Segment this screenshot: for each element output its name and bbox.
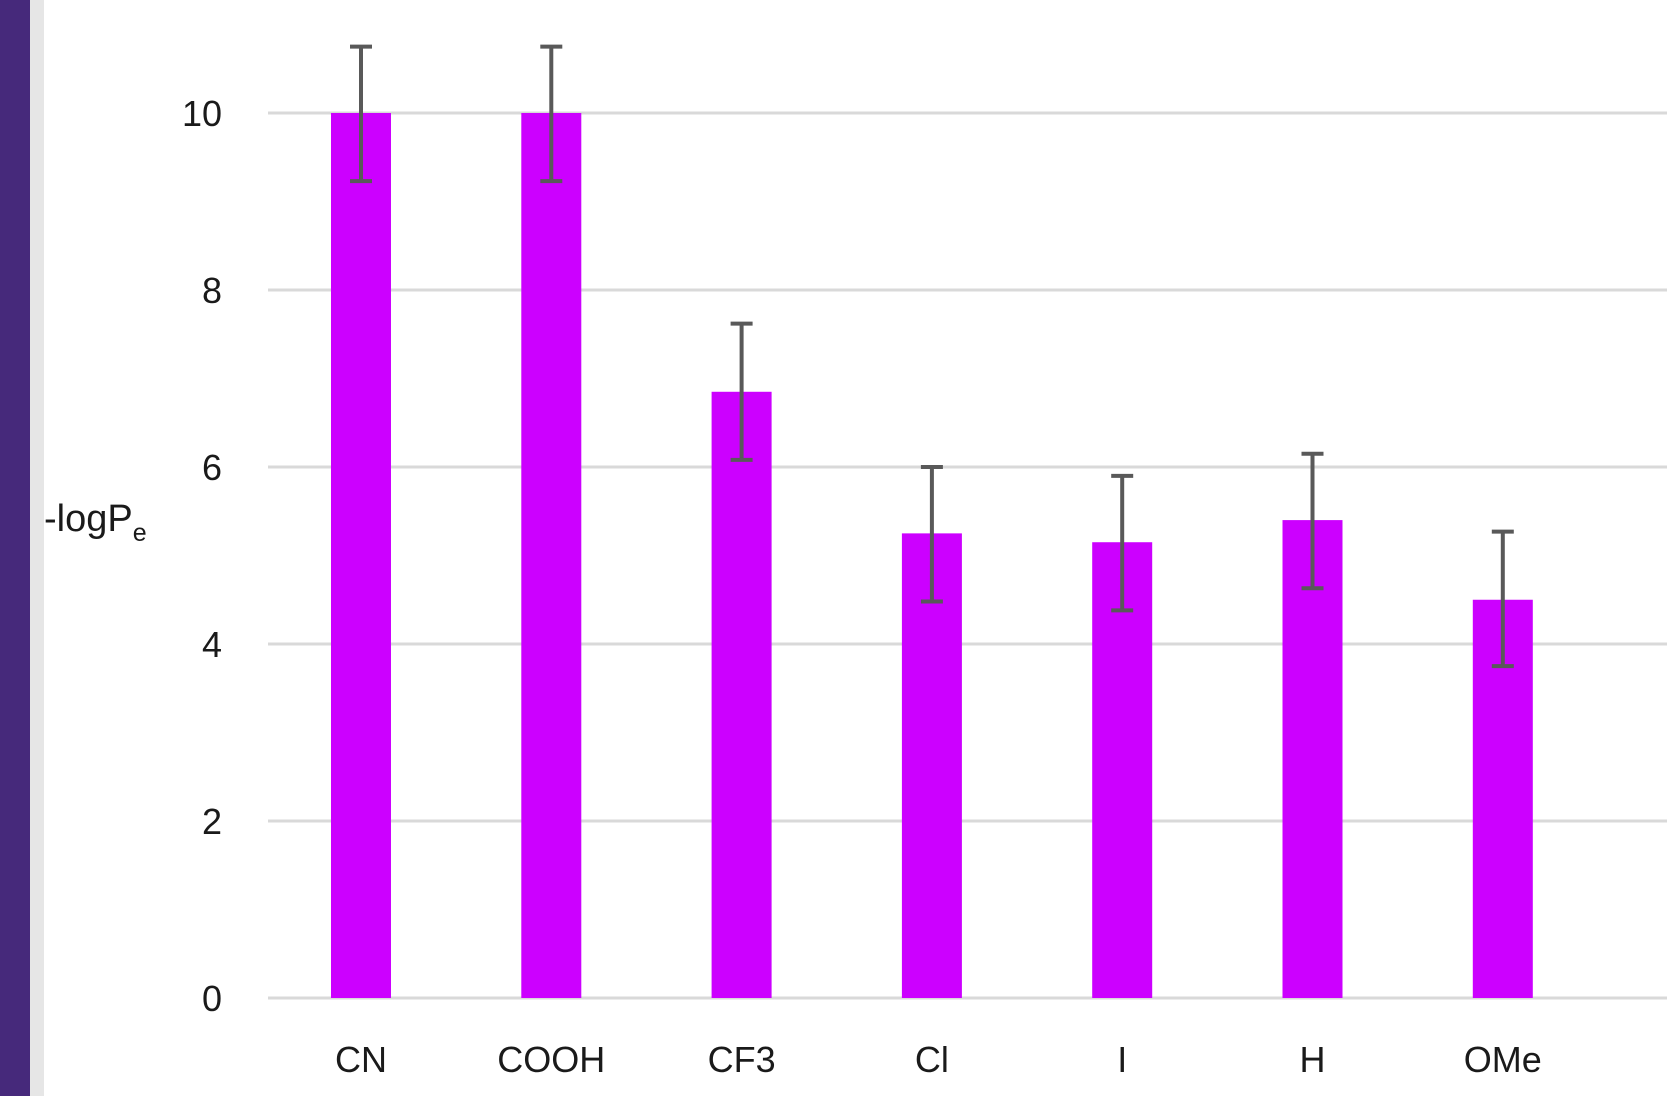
- left-border-gap: [30, 0, 44, 1096]
- bar-h: [1282, 520, 1343, 998]
- y-tick-label: 8: [202, 270, 222, 311]
- x-category-label: I: [1117, 1039, 1127, 1080]
- error-bar-cl: [920, 465, 943, 604]
- x-category-label: OMe: [1464, 1039, 1542, 1080]
- x-category-label: CN: [335, 1039, 387, 1080]
- error-bar-cooh: [540, 44, 563, 184]
- bar-cooh: [521, 113, 582, 998]
- y-axis-title: -logPe: [44, 498, 147, 547]
- y-axis-title-subscript: e: [133, 519, 147, 547]
- error-bar-cn: [350, 44, 372, 184]
- bar-cl: [901, 533, 962, 998]
- error-bar-h: [1301, 451, 1324, 591]
- bar-cf3: [711, 391, 772, 998]
- y-tick-label: 0: [202, 978, 222, 1019]
- left-border-band: [0, 0, 30, 1096]
- error-bar-i: [1111, 473, 1134, 613]
- x-category-label: CF3: [708, 1039, 776, 1080]
- bars: [331, 113, 1533, 998]
- error-bar-cf3: [730, 321, 753, 462]
- gridlines: [268, 111, 1667, 1000]
- bar-cn: [331, 113, 391, 998]
- error-bar-ome: [1491, 529, 1514, 669]
- bar-i: [1092, 542, 1153, 998]
- y-tick-label: 4: [202, 624, 222, 665]
- x-category-labels: CNCOOHCF3ClIHOMeN: [335, 1039, 1542, 1080]
- y-tick-labels: 0 2 4 6 8 10: [182, 93, 222, 1019]
- y-tick-label: 2: [202, 801, 222, 842]
- x-category-label: COOH: [497, 1039, 605, 1080]
- y-axis-title-main: -logP: [44, 498, 133, 540]
- x-category-label: H: [1300, 1039, 1326, 1080]
- y-tick-label: 10: [182, 93, 222, 134]
- error-bars: [350, 44, 1514, 669]
- x-category-label: Cl: [915, 1039, 949, 1080]
- y-tick-label: 6: [202, 447, 222, 488]
